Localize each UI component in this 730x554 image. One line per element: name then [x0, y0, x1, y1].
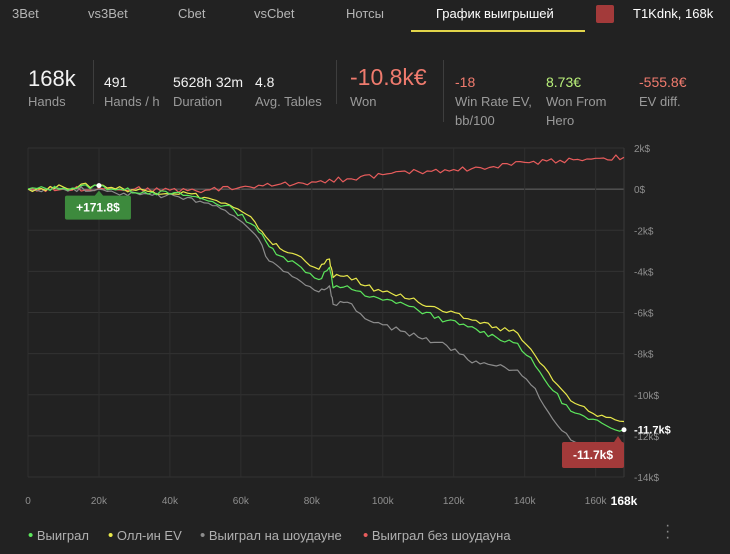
hands-per-hour-value: 491 — [104, 74, 128, 90]
legend-dot-icon: • — [28, 527, 34, 544]
tab-notes[interactable]: Нотсы — [346, 6, 384, 21]
y-tick-label: -6k$ — [634, 309, 654, 320]
y-tick-label: 2k$ — [634, 144, 651, 155]
win-rate-ev-label: Win Rate EV, — [455, 94, 532, 109]
max-badge-pointer — [93, 190, 104, 197]
y-tick-label: 0$ — [634, 185, 646, 196]
tab-vs3bet[interactable]: vs3Bet — [88, 6, 128, 21]
legend-item-showdown[interactable]: • Выиграл на шоудауне — [200, 527, 342, 544]
won-from-hero-value: 8.73€ — [546, 74, 582, 90]
legend-dot-icon: • — [200, 527, 206, 544]
max-badge-label: +171.8$ — [76, 201, 120, 215]
x-tick-label: 60k — [233, 496, 250, 507]
y-tick-label: -4k$ — [634, 267, 654, 278]
x-tick-label: 20k — [91, 496, 108, 507]
stats-divider — [93, 60, 94, 104]
winnings-chart[interactable]: 2k$ 0$ -2k$ -4k$ -6k$ -8k$ -10k$ -12k$ -14k$ 0 20… — [0, 140, 730, 520]
win-rate-ev-unit: bb/100 — [455, 113, 495, 128]
legend-dot-icon: • — [108, 527, 114, 544]
x-tick-label: 120k — [443, 496, 466, 507]
end-badge-pointer — [614, 436, 622, 442]
ev-diff-label: EV diff. — [639, 94, 681, 109]
max-point-marker — [96, 183, 102, 189]
end-badge-label: -11.7k$ — [573, 448, 613, 462]
tab-winnings-graph[interactable]: График выигрышей — [436, 6, 554, 21]
legend-label: Олл-ин EV — [116, 528, 182, 543]
active-tab-indicator — [411, 30, 585, 32]
tab-bar: 3Bet vs3Bet Cbet vsCbet Нотсы График выи… — [0, 0, 730, 32]
legend-item-won[interactable]: • Выиграл — [28, 527, 89, 544]
won-label: Won — [350, 94, 377, 109]
y-tick-label: -14k$ — [634, 473, 659, 484]
tab-cbet[interactable]: Cbet — [178, 6, 206, 21]
tab-3bet[interactable]: 3Bet — [12, 6, 39, 21]
hands-value: 168k — [28, 66, 76, 91]
series-line — [27, 184, 625, 432]
stats-divider — [443, 60, 444, 122]
legend-dot-icon: • — [363, 527, 369, 544]
player-color-swatch[interactable] — [596, 5, 614, 23]
x-tick-label: 100k — [372, 496, 395, 507]
ev-diff-value: -555.8€ — [639, 74, 687, 90]
legend-label: Выиграл без шоудауна — [371, 528, 511, 543]
max-badge — [64, 195, 131, 220]
legend-label: Выиграл — [36, 528, 89, 543]
stats-divider — [336, 60, 337, 104]
won-value: -10.8k€ — [350, 64, 427, 90]
x-tick-label: 0 — [25, 496, 31, 507]
x-tick-label: 40k — [162, 496, 179, 507]
hands-label: Hands — [28, 94, 66, 109]
series-line — [27, 154, 625, 194]
duration-label: Duration — [173, 94, 223, 109]
end-value-label: -11.7k$ — [634, 425, 671, 437]
x-tick-label: 140k — [514, 496, 537, 507]
duration-value: 5628h 32m — [173, 74, 244, 90]
win-rate-ev-value: -18 — [455, 74, 476, 90]
series-line — [27, 186, 596, 452]
end-point-marker — [621, 427, 627, 433]
x-end-label: 168k — [611, 494, 638, 508]
x-tick-label: 80k — [304, 496, 321, 507]
won-from-hero-label-2: Hero — [546, 113, 575, 128]
more-options-icon[interactable]: · · · — [665, 517, 671, 546]
legend-item-allin-ev[interactable]: • Олл-ин EV — [108, 527, 182, 544]
player-label: T1Kdnk, 168k — [633, 6, 714, 21]
avg-tables-value: 4.8 — [255, 74, 275, 90]
avg-tables-label: Avg. Tables — [255, 94, 322, 109]
hands-per-hour-label: Hands / h — [104, 94, 160, 109]
y-tick-label: -12k$ — [634, 432, 659, 443]
y-tick-label: -10k$ — [634, 391, 659, 402]
x-tick-label: 160k — [585, 496, 608, 507]
y-tick-label: -2k$ — [634, 226, 654, 237]
y-tick-label: -8k$ — [634, 350, 654, 361]
series-line — [27, 182, 625, 423]
legend-item-no-showdown[interactable]: • Выиграл без шоудауна — [363, 527, 511, 544]
tab-vscbet[interactable]: vsCbet — [254, 6, 295, 21]
won-from-hero-label: Won From — [546, 94, 607, 109]
legend-label: Выиграл на шоудауне — [208, 528, 342, 543]
end-badge — [562, 442, 624, 468]
